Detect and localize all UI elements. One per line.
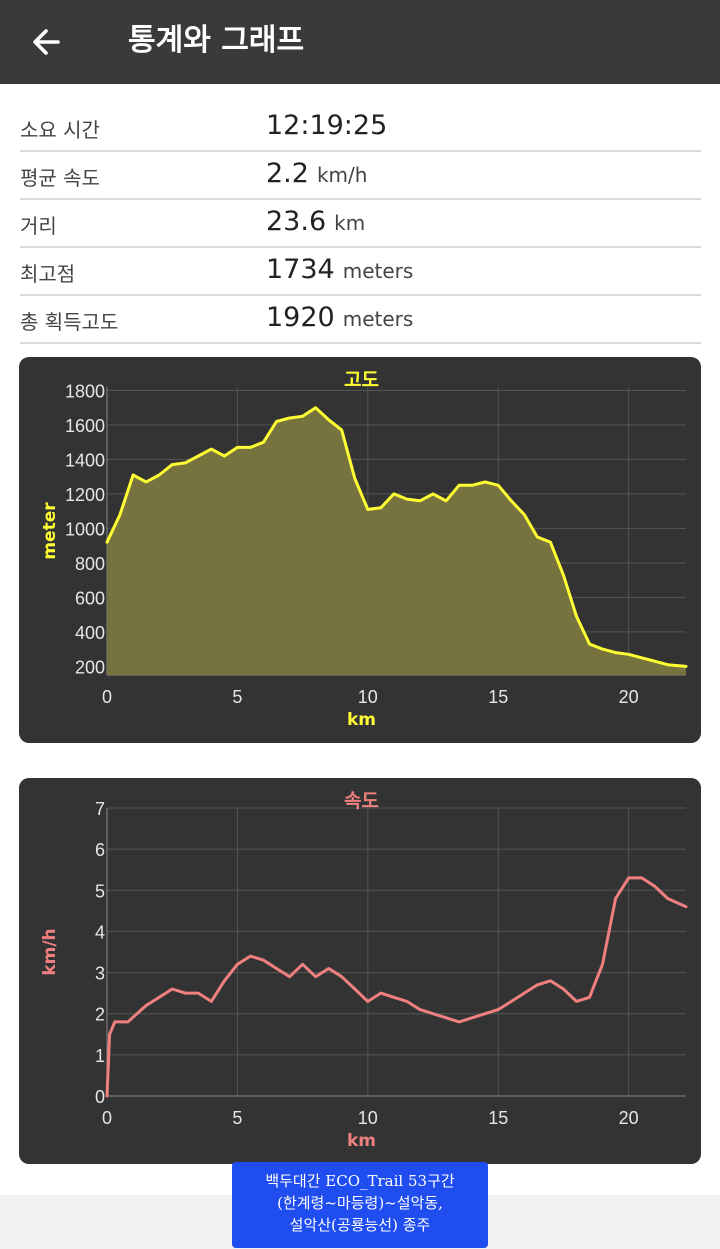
speed-chart: 0 5 10 15 20 0 1 2 3 4 5 6 7 속도 km km/h bbox=[40, 790, 688, 1151]
y-tick-label: 0 bbox=[95, 1087, 105, 1107]
speed-chart-card: 0 5 10 15 20 0 1 2 3 4 5 6 7 속도 km km/h bbox=[19, 778, 701, 1164]
stat-row-elevation-gain: 총 획득고도 1920 meters bbox=[20, 296, 701, 344]
y-tick-label: 1000 bbox=[65, 519, 105, 539]
route-banner[interactable]: 백두대간 ECO_Trail 53구간 (한계령~마등령)~설악동, 설악산(공… bbox=[232, 1162, 488, 1248]
stat-value: 2.2 km/h bbox=[266, 158, 367, 189]
elevation-area bbox=[107, 407, 686, 675]
banner-line: 설악산(공룡능선) 종주 bbox=[289, 1216, 431, 1234]
chart-title: 속도 bbox=[344, 790, 379, 812]
x-tick-label: 0 bbox=[102, 1108, 112, 1128]
y-tick-label: 5 bbox=[95, 881, 105, 901]
elevation-chart: 0 5 10 15 20 200 400 600 800 1000 1200 1400 1600 1800… bbox=[40, 369, 688, 730]
stat-unit: meters bbox=[342, 259, 414, 283]
app-bar: 통계와 그래프 bbox=[0, 0, 720, 84]
x-tick-label: 10 bbox=[358, 687, 378, 707]
x-tick-label: 0 bbox=[102, 687, 112, 707]
y-tick-label: 400 bbox=[75, 623, 105, 643]
y-tick-label: 200 bbox=[75, 657, 105, 677]
x-tick-label: 20 bbox=[619, 687, 639, 707]
stat-value: 1734 meters bbox=[266, 254, 413, 285]
stat-unit: km bbox=[334, 211, 366, 235]
y-tick-label: 1 bbox=[95, 1046, 105, 1066]
stat-row-distance: 거리 23.6 km bbox=[20, 200, 701, 248]
back-arrow-icon[interactable] bbox=[28, 22, 68, 62]
stat-number: 12:19:25 bbox=[266, 110, 388, 141]
y-tick-label: 7 bbox=[95, 799, 105, 819]
y-axis-label: km/h bbox=[40, 928, 60, 975]
stat-row-duration: 소요 시간 12:19:25 bbox=[20, 104, 701, 152]
stat-label: 거리 bbox=[20, 214, 57, 238]
stat-number: 1734 bbox=[266, 254, 335, 285]
stat-number: 1920 bbox=[266, 302, 335, 333]
stat-label: 평균 속도 bbox=[20, 166, 100, 190]
stat-value: 12:19:25 bbox=[266, 110, 395, 141]
stat-row-avg-speed: 평균 속도 2.2 km/h bbox=[20, 152, 701, 200]
page-title: 통계와 그래프 bbox=[128, 23, 305, 58]
y-tick-label: 6 bbox=[95, 840, 105, 860]
chart-title: 고도 bbox=[344, 369, 379, 391]
banner-line: 백두대간 ECO_Trail 53구간 bbox=[265, 1172, 455, 1190]
stat-number: 23.6 bbox=[266, 206, 327, 237]
x-tick-label: 15 bbox=[488, 1108, 508, 1128]
x-tick-label: 10 bbox=[358, 1108, 378, 1128]
stat-unit: meters bbox=[342, 307, 414, 331]
stat-value: 1920 meters bbox=[266, 302, 413, 333]
speed-line bbox=[105, 876, 688, 1098]
x-tick-label: 5 bbox=[232, 1108, 242, 1128]
y-tick-label: 3 bbox=[95, 964, 105, 984]
x-tick-label: 15 bbox=[488, 687, 508, 707]
y-tick-label: 600 bbox=[75, 588, 105, 608]
y-tick-label: 1600 bbox=[65, 416, 105, 436]
elevation-chart-card: 0 5 10 15 20 200 400 600 800 1000 1200 1400 1600 1800… bbox=[19, 357, 701, 743]
elevation-line bbox=[105, 406, 688, 668]
y-tick-label: 800 bbox=[75, 554, 105, 574]
stat-unit: km/h bbox=[316, 163, 368, 187]
y-tick-label: 4 bbox=[95, 922, 105, 942]
y-tick-label: 1200 bbox=[65, 485, 105, 505]
banner-line: (한계령~마등령)~설악동, bbox=[277, 1194, 443, 1212]
x-axis-label: km bbox=[347, 1131, 376, 1151]
x-tick-label: 20 bbox=[619, 1108, 639, 1128]
stat-label: 최고점 bbox=[20, 262, 76, 286]
y-axis-label: meter bbox=[40, 502, 60, 560]
stat-number: 2.2 bbox=[266, 158, 309, 189]
y-tick-label: 1400 bbox=[65, 450, 105, 470]
stat-label: 소요 시간 bbox=[20, 118, 100, 142]
x-axis-label: km bbox=[347, 710, 376, 730]
stat-row-highest-point: 최고점 1734 meters bbox=[20, 248, 701, 296]
x-tick-label: 5 bbox=[232, 687, 242, 707]
stat-label: 총 획득고도 bbox=[20, 310, 119, 334]
y-tick-label: 1800 bbox=[65, 381, 105, 401]
stats-table: 소요 시간 12:19:25 평균 속도 2.2 km/h 거리 23.6 km 최… bbox=[20, 104, 701, 344]
stat-value: 23.6 km bbox=[266, 206, 365, 237]
y-tick-label: 2 bbox=[95, 1005, 105, 1025]
